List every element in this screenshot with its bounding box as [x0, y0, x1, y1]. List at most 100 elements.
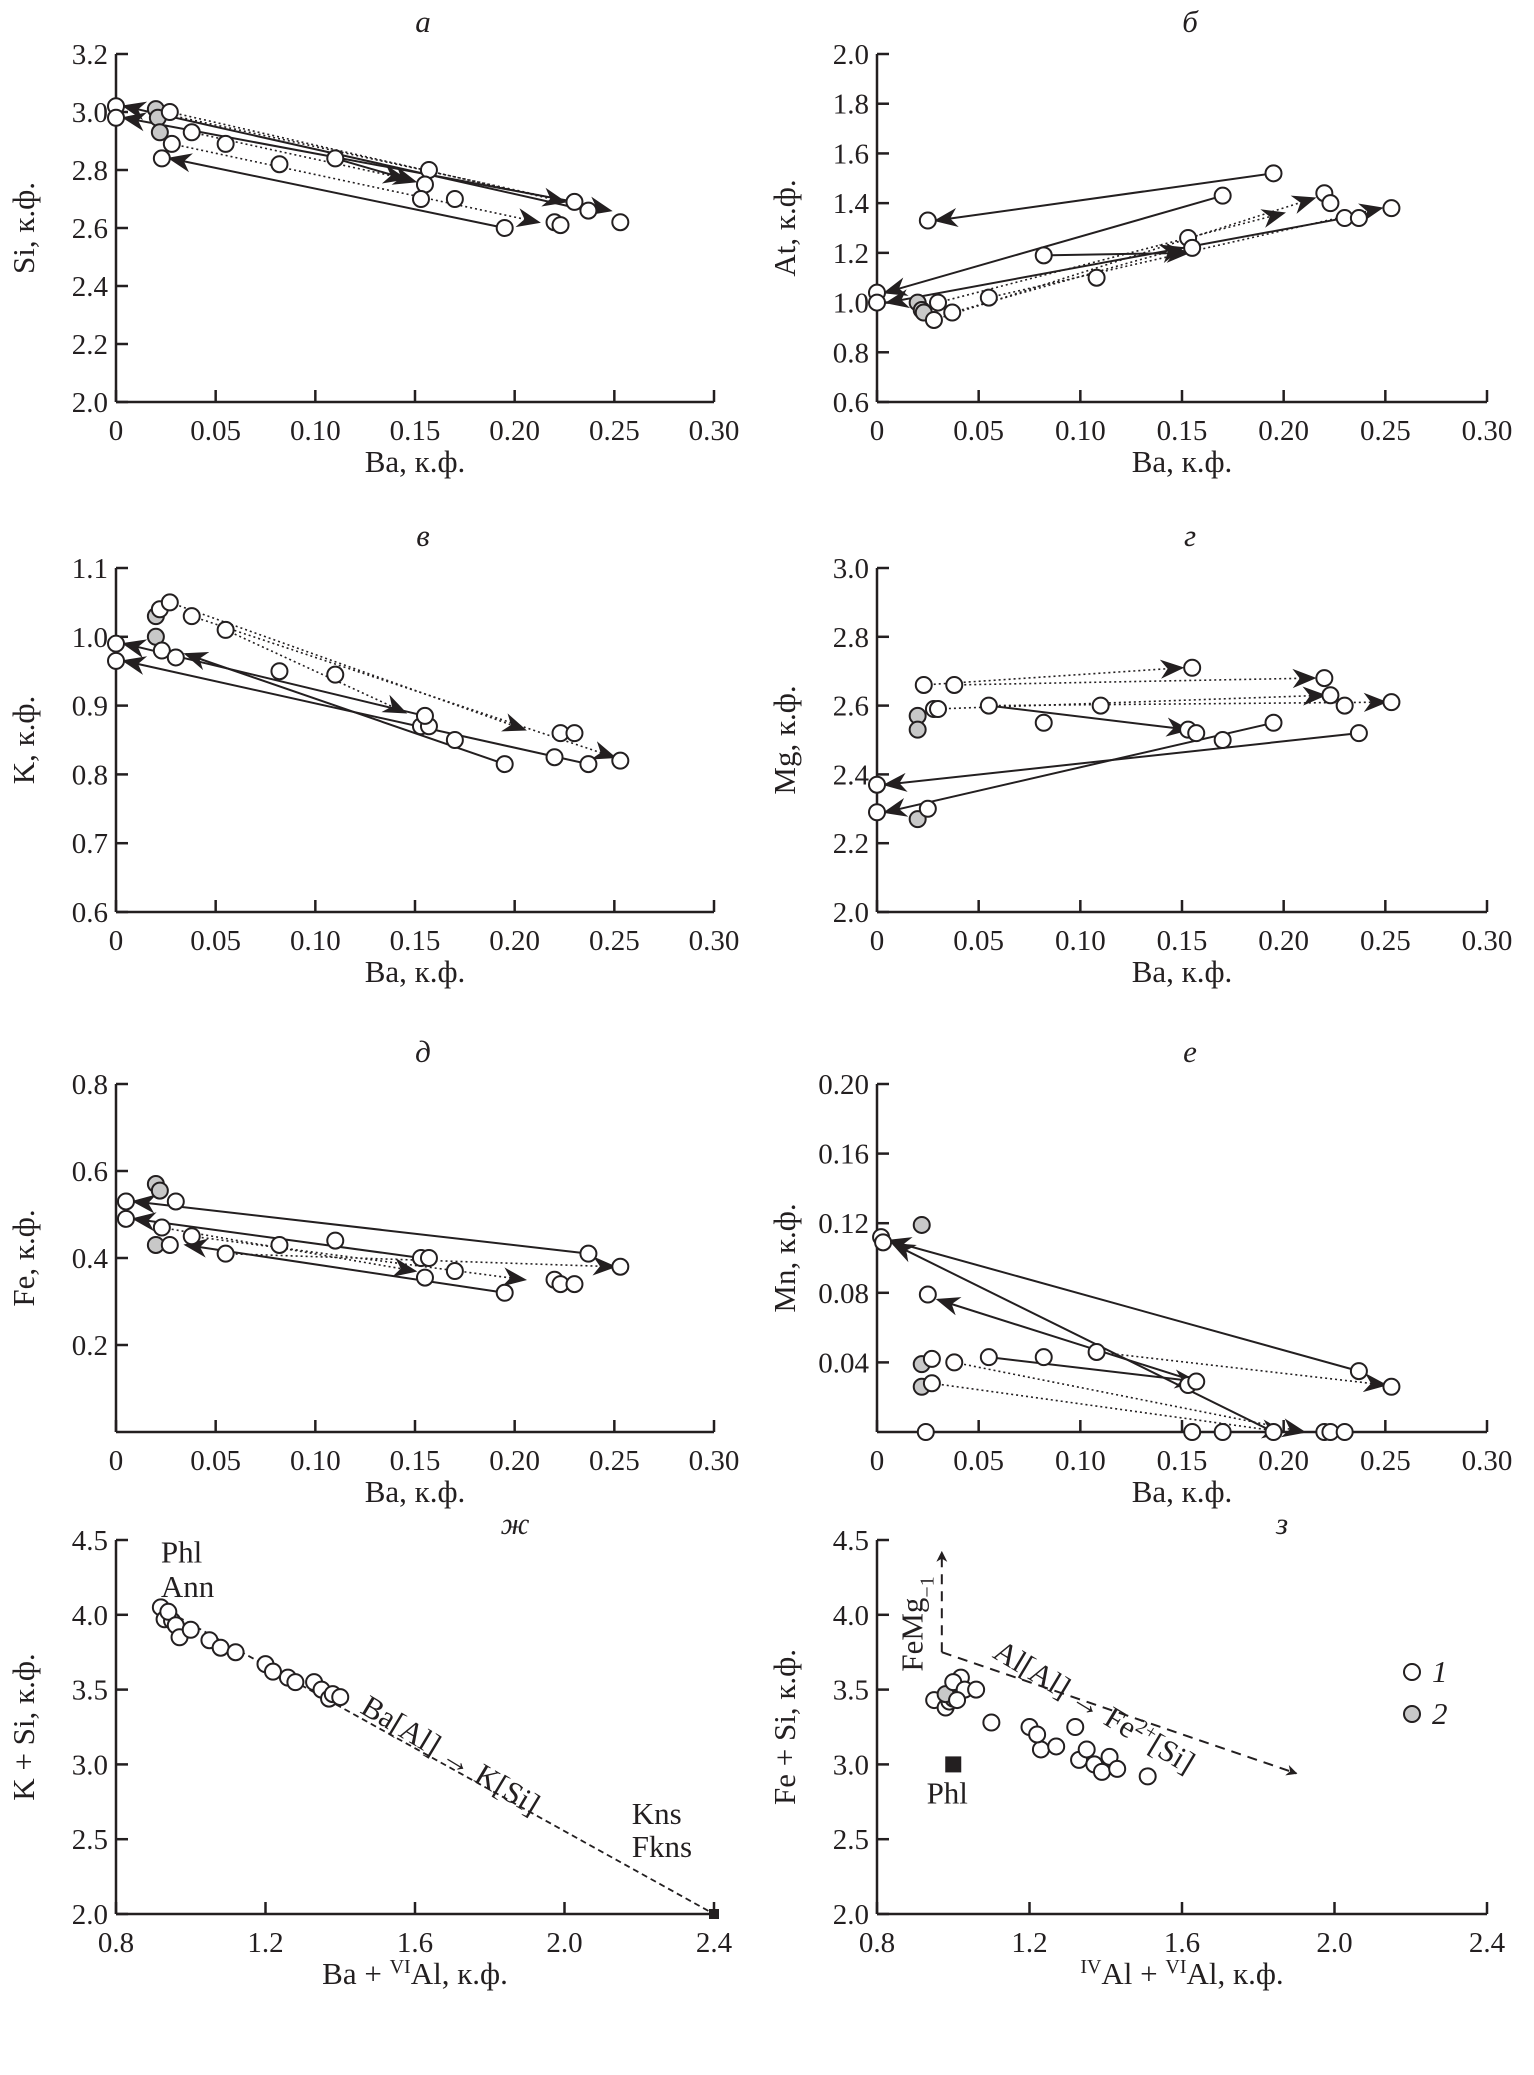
solid-arrow — [131, 1194, 589, 1255]
data-point — [565, 1275, 584, 1294]
data-point — [611, 213, 630, 232]
data-point — [1213, 1423, 1232, 1441]
text-part: Ba, к.ф. — [1132, 1474, 1233, 1509]
text-part: Kns — [632, 1796, 682, 1831]
data-point — [611, 751, 630, 770]
data-point — [415, 1268, 434, 1287]
x-tick-label: 0.20 — [1258, 925, 1309, 957]
data-point — [182, 123, 201, 142]
y-tick-label: 1.6 — [833, 138, 869, 170]
y-axis-label: Mg, к.ф. — [767, 685, 802, 794]
data-point — [1028, 1725, 1047, 1744]
solid-arrow — [935, 1297, 1197, 1383]
y-tick-label: 1.1 — [72, 553, 108, 585]
data-point — [326, 1231, 345, 1250]
y-tick-label: 4.0 — [72, 1600, 108, 1632]
data-point — [916, 1423, 935, 1441]
y-tick-label: 0.20 — [818, 1069, 869, 1101]
data-point — [181, 1620, 200, 1639]
text-part: At, к.ф. — [767, 179, 802, 276]
text-part: Al, к.ф. — [1187, 1956, 1284, 1991]
data-point — [868, 293, 886, 312]
solid-arrow — [121, 101, 589, 212]
x-tick-label: 0.15 — [390, 925, 441, 957]
data-point — [1187, 1372, 1206, 1391]
data-point — [1335, 696, 1354, 715]
x-tick-label: 0.15 — [1157, 925, 1208, 957]
data-point — [1264, 1423, 1283, 1441]
data-point — [116, 1192, 135, 1211]
y-tick-label: 0.04 — [818, 1347, 869, 1379]
data-point — [1264, 713, 1283, 732]
legend-label: 1 — [1432, 1654, 1448, 1689]
text-part: Fkns — [632, 1829, 692, 1864]
dotted-arrow — [225, 629, 408, 714]
panel-6: 0 0.05 0.10 0.15 0.20 0.25 0.30 0.04 0.08 0.12 0.1… — [767, 1034, 1512, 1509]
x-tick-label: 0.10 — [290, 925, 341, 957]
y-tick-label: 2.4 — [833, 759, 870, 791]
data-point — [1349, 209, 1368, 228]
data-point — [1183, 238, 1202, 257]
data-point — [945, 1353, 964, 1372]
data-point — [160, 1235, 179, 1254]
y-tick-label: 0.16 — [818, 1139, 869, 1171]
y-tick-label: 0.2 — [72, 1330, 108, 1362]
data-point — [107, 634, 125, 653]
y-axis-label: K, к.ф. — [6, 696, 41, 785]
x-tick-label: 0.25 — [1360, 1445, 1411, 1477]
dotted-arrow — [931, 1382, 1287, 1439]
data-point — [411, 190, 430, 208]
x-tick-label: 2.0 — [1316, 1927, 1352, 1959]
x-tick-label: 0.30 — [689, 1445, 740, 1477]
x-tick-label: 0.30 — [1462, 415, 1513, 447]
y-tick-label: 2.0 — [72, 1899, 108, 1931]
legend-label: 2 — [1432, 1696, 1448, 1731]
data-point — [150, 1181, 169, 1200]
dotted-arrow — [191, 1235, 528, 1287]
y-tick-label: 1.2 — [833, 238, 869, 270]
panel-title: ж — [501, 1506, 530, 1541]
x-tick-label: 0.25 — [589, 925, 640, 957]
data-point — [922, 1349, 941, 1368]
data-point — [1087, 268, 1106, 287]
y-tick-label: 2.4 — [72, 271, 109, 303]
x-tick-label: 0 — [870, 1445, 885, 1477]
x-tick-label: 2.0 — [546, 1927, 582, 1959]
data-point — [415, 706, 434, 725]
annotation: Ann — [161, 1569, 215, 1604]
data-point — [270, 1235, 289, 1254]
data-point — [1066, 1718, 1085, 1736]
data-point — [160, 593, 179, 612]
x-axis-label: Ba, к.ф. — [1132, 954, 1233, 989]
data-point — [326, 665, 345, 684]
trend-line — [941, 1651, 1298, 1776]
panel-title: б — [1182, 4, 1199, 39]
annotation: Ba[Al] → K[Si] — [355, 1688, 546, 1822]
text-part: Al + — [1101, 1956, 1165, 1991]
text-part: Ba, к.ф. — [1132, 954, 1233, 989]
y-axis-label: At, к.ф. — [767, 179, 802, 276]
panel-title: е — [1183, 1034, 1197, 1069]
data-point — [216, 1244, 235, 1263]
x-tick-label: 0.05 — [953, 925, 1004, 957]
x-axis-label: IVAl + VIAl, к.ф. — [1080, 1956, 1283, 1991]
x-axis-label: Ba, к.ф. — [1132, 1474, 1233, 1509]
solid-arrow — [882, 732, 1360, 792]
y-tick-label: 0.8 — [72, 1069, 108, 1101]
data-point — [918, 211, 937, 230]
data-point — [116, 1209, 135, 1228]
data-point — [979, 288, 998, 307]
y-tick-label: 2.0 — [72, 387, 108, 419]
data-point — [1183, 1423, 1202, 1441]
y-tick-label: 1.8 — [833, 89, 869, 121]
data-point — [929, 700, 947, 719]
panel-4: 0 0.05 0.10 0.15 0.20 0.25 0.30 2.0 2.2 2.4 2.6 2.8… — [767, 518, 1512, 989]
data-point — [929, 293, 947, 312]
solid-arrow — [882, 194, 1223, 296]
y-tick-label: 3.0 — [72, 1749, 108, 1781]
dotted-arrow — [933, 686, 1327, 710]
x-tick-label: 0 — [870, 925, 885, 957]
data-point — [545, 748, 564, 767]
x-tick-label: 0.30 — [689, 925, 740, 957]
data-point — [1108, 1759, 1127, 1778]
